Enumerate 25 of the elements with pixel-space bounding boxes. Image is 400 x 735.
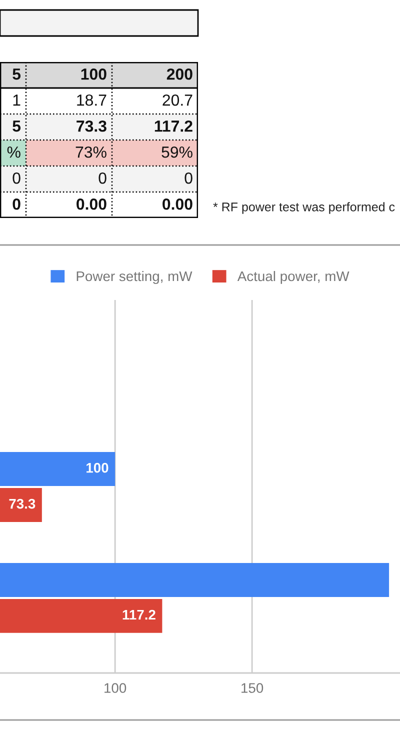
text: 0.00: [162, 198, 192, 210]
text: * RF power test was performed c: [213, 202, 395, 214]
text: 18.7: [77, 94, 106, 106]
text: 73%: [76, 146, 106, 158]
text: 0: [184, 172, 192, 184]
category-label: 100: [81, 68, 106, 80]
text: 1: [13, 94, 20, 106]
text: 0.00: [76, 198, 106, 210]
text: 20.7: [162, 94, 192, 106]
text: 5: [12, 120, 21, 132]
legend-label: Power setting, mW: [76, 270, 192, 284]
data-label: 100: [86, 462, 108, 473]
text: 0: [98, 172, 106, 184]
text: 59%: [162, 146, 192, 158]
category-label: 5: [12, 68, 21, 80]
data-label: 73.3: [9, 498, 36, 509]
text: 0: [12, 172, 20, 184]
text: 73.3: [76, 120, 106, 132]
legend-label: Actual power, mW: [237, 270, 350, 284]
text: 117.2: [154, 120, 192, 132]
data-label: 117.2: [122, 610, 156, 620]
text: 0: [12, 198, 20, 210]
x-tick-label: 150: [242, 683, 264, 693]
category-label: 200: [166, 68, 192, 80]
text: %: [7, 146, 20, 158]
